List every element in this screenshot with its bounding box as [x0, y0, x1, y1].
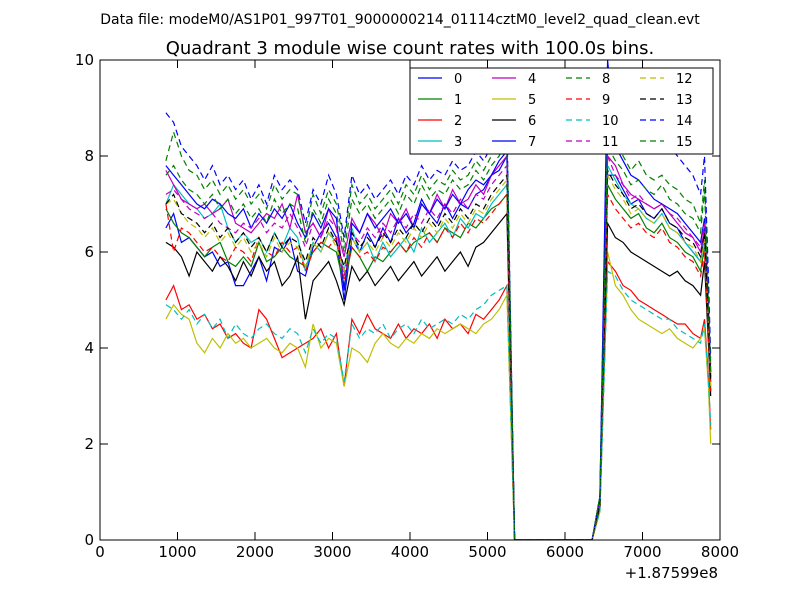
legend-label-1: 1 [454, 93, 462, 108]
legend-label-4: 4 [528, 72, 536, 87]
legend-label-7: 7 [528, 135, 536, 150]
y-tick-label: 10 [75, 51, 94, 69]
series-line-13 [165, 168, 712, 540]
series-line-4 [165, 154, 712, 540]
y-tick-label: 6 [84, 243, 94, 261]
x-tick-label: 5000 [468, 543, 506, 561]
chart-suptitle: Data file: modeM0/AS1P01_997T01_90000002… [100, 12, 700, 28]
legend-label-9: 9 [602, 93, 610, 108]
x-tick-label: 1000 [158, 543, 196, 561]
chart-title: Quadrant 3 module wise count rates with … [166, 38, 655, 59]
legend-label-12: 12 [676, 72, 693, 87]
x-tick-label: 0 [95, 543, 105, 561]
legend-label-14: 14 [676, 114, 693, 129]
series-layer [165, 60, 712, 540]
legend-label-5: 5 [528, 93, 536, 108]
series-line-9 [165, 192, 712, 540]
legend-label-6: 6 [528, 114, 536, 129]
y-tick-label: 4 [84, 339, 94, 357]
series-line-6 [165, 211, 712, 540]
legend-label-11: 11 [602, 135, 619, 150]
x-axis: 0 1000 2000 3000 4000 5000 6000 7000 8000 [95, 60, 739, 561]
x-tick-label: 3000 [313, 543, 351, 561]
legend-label-2: 2 [454, 114, 462, 129]
series-line-10 [165, 270, 712, 540]
series-line-5 [165, 251, 712, 540]
series-line-12 [165, 172, 712, 540]
legend-label-10: 10 [602, 114, 619, 129]
series-line-2 [165, 259, 712, 540]
legend-label-3: 3 [454, 135, 462, 150]
x-tick-label: 2000 [236, 543, 274, 561]
series-line-15 [165, 139, 712, 540]
x-tick-label: 8000 [701, 543, 739, 561]
x-offset-label: +1.87599e8 [625, 564, 718, 582]
series-line-11 [165, 155, 712, 540]
series-line-8 [165, 129, 712, 540]
y-tick-label: 8 [84, 147, 94, 165]
x-tick-label: 4000 [391, 543, 429, 561]
x-tick-label: 6000 [546, 543, 584, 561]
y-tick-label: 2 [84, 435, 94, 453]
legend-label-15: 15 [676, 135, 693, 150]
legend-label-0: 0 [454, 72, 462, 87]
legend-frame [409, 67, 714, 155]
series-line-7 [165, 60, 712, 540]
legend-label-8: 8 [602, 72, 610, 87]
x-tick-label: 7000 [623, 543, 661, 561]
y-tick-label: 0 [84, 531, 94, 549]
series-line-0 [165, 153, 712, 540]
legend-label-13: 13 [676, 93, 693, 108]
